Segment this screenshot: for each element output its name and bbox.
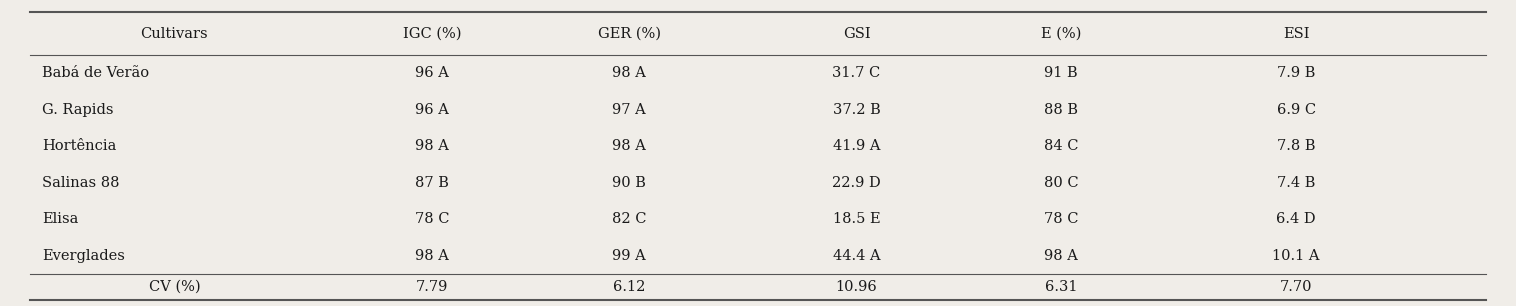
Text: 90 B: 90 B — [612, 176, 646, 190]
Text: 6.12: 6.12 — [612, 280, 646, 294]
Text: 88 B: 88 B — [1045, 103, 1078, 117]
Text: 7.70: 7.70 — [1280, 280, 1313, 294]
Text: 98 A: 98 A — [612, 139, 646, 153]
Text: 98 A: 98 A — [415, 249, 449, 263]
Text: Babá de Verão: Babá de Verão — [42, 66, 150, 80]
Text: 22.9 D: 22.9 D — [832, 176, 881, 190]
Text: 84 C: 84 C — [1045, 139, 1078, 153]
Text: GSI: GSI — [843, 27, 870, 41]
Text: 6.4 D: 6.4 D — [1276, 212, 1316, 226]
Text: 82 C: 82 C — [612, 212, 646, 226]
Text: 78 C: 78 C — [1045, 212, 1078, 226]
Text: 98 A: 98 A — [1045, 249, 1078, 263]
Text: 6.31: 6.31 — [1045, 280, 1078, 294]
Text: 78 C: 78 C — [415, 212, 449, 226]
Text: 37.2 B: 37.2 B — [832, 103, 881, 117]
Text: 98 A: 98 A — [415, 139, 449, 153]
Text: 10.96: 10.96 — [835, 280, 878, 294]
Text: 7.8 B: 7.8 B — [1276, 139, 1316, 153]
Text: 98 A: 98 A — [612, 66, 646, 80]
Text: 87 B: 87 B — [415, 176, 449, 190]
Text: GER (%): GER (%) — [597, 27, 661, 41]
Text: IGC (%): IGC (%) — [403, 27, 461, 41]
Text: 6.9 C: 6.9 C — [1276, 103, 1316, 117]
Text: 91 B: 91 B — [1045, 66, 1078, 80]
Text: 31.7 C: 31.7 C — [832, 66, 881, 80]
Text: Hortência: Hortência — [42, 139, 117, 153]
Text: 18.5 E: 18.5 E — [832, 212, 881, 226]
Text: CV (%): CV (%) — [149, 280, 200, 294]
Text: 41.9 A: 41.9 A — [832, 139, 881, 153]
Text: Elisa: Elisa — [42, 212, 79, 226]
Text: 44.4 A: 44.4 A — [832, 249, 881, 263]
Text: 7.9 B: 7.9 B — [1276, 66, 1316, 80]
Text: 96 A: 96 A — [415, 103, 449, 117]
Text: Salinas 88: Salinas 88 — [42, 176, 120, 190]
Text: 7.79: 7.79 — [415, 280, 449, 294]
Text: Everglades: Everglades — [42, 249, 126, 263]
Text: 7.4 B: 7.4 B — [1276, 176, 1316, 190]
Text: 10.1 A: 10.1 A — [1272, 249, 1320, 263]
Text: 80 C: 80 C — [1045, 176, 1078, 190]
Text: Cultivars: Cultivars — [141, 27, 208, 41]
Text: ESI: ESI — [1283, 27, 1310, 41]
Text: G. Rapids: G. Rapids — [42, 103, 114, 117]
Text: 99 A: 99 A — [612, 249, 646, 263]
Text: 96 A: 96 A — [415, 66, 449, 80]
Text: E (%): E (%) — [1041, 27, 1081, 41]
Text: 97 A: 97 A — [612, 103, 646, 117]
